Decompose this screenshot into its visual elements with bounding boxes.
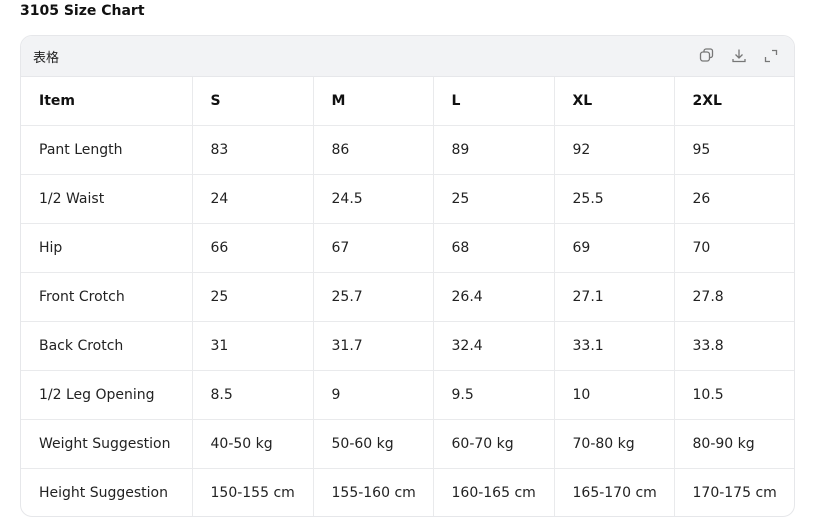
table-cell: 25.5 bbox=[554, 174, 675, 224]
table-cell: 170-175 cm bbox=[692, 485, 777, 501]
table-cell: 25 bbox=[192, 272, 314, 322]
table-cell: 26 bbox=[674, 174, 794, 224]
table-cell: 69 bbox=[554, 223, 675, 273]
table-cell: 160-165 cm bbox=[433, 468, 555, 516]
table-row: 1/2 Leg Opening 8.5 9 9.5 10 10.5 bbox=[21, 370, 794, 420]
table-row: Height Suggestion 150-155 cm 155-160 cm 160… bbox=[21, 468, 794, 516]
header-cell: S bbox=[192, 77, 314, 126]
table-cell: 31.7 bbox=[313, 321, 434, 371]
table-cell: 1/2 Waist bbox=[21, 174, 193, 224]
table-cell: 25 bbox=[433, 174, 555, 224]
header-row: Item S M L XL 2XL bbox=[21, 77, 794, 126]
table-cell: 86 bbox=[313, 125, 434, 175]
table-cell: 95 bbox=[674, 125, 794, 175]
table-row: Back Crotch 31 31.7 32.4 33.1 33.8 bbox=[21, 321, 794, 371]
table-cell: 66 bbox=[192, 223, 314, 273]
header-cell: L bbox=[433, 77, 555, 126]
table-cell: 83 bbox=[192, 125, 314, 175]
table-cell: 1/2 Leg Opening bbox=[21, 370, 193, 420]
table-cell: 80-90 kg bbox=[674, 419, 794, 469]
table-cell: 26.4 bbox=[433, 272, 555, 322]
table-cell: Height Suggestion bbox=[21, 468, 193, 516]
table-cell: 10 bbox=[554, 370, 675, 420]
table-cell: 33.8 bbox=[674, 321, 794, 371]
table-cell: 24.5 bbox=[313, 174, 434, 224]
size-table: Item S M L XL 2XL Pant Length 83 86 89 92 95 1/2 Wai… bbox=[21, 77, 794, 516]
table-cell: Back Crotch bbox=[21, 321, 193, 371]
header-cell: 2XL bbox=[674, 77, 794, 126]
table-row: Hip 66 67 68 69 70 bbox=[21, 223, 794, 273]
table-cell: 27.1 bbox=[554, 272, 675, 322]
table-cell: 60-70 kg bbox=[433, 419, 555, 469]
table-row: Front Crotch 25 25.7 26.4 27.1 27.8 bbox=[21, 272, 794, 322]
table-cell: 32.4 bbox=[433, 321, 555, 371]
table-cell: 9.5 bbox=[433, 370, 555, 420]
table-cell: 67 bbox=[313, 223, 434, 273]
table-cell: 165-170 cm bbox=[554, 468, 675, 516]
table-cell: 10.5 bbox=[674, 370, 794, 420]
table-row: 1/2 Waist 24 24.5 25 25.5 26 bbox=[21, 174, 794, 224]
page-title: 3105 Size Chart bbox=[20, 3, 145, 19]
table-label: 表格 bbox=[33, 50, 60, 66]
table-card: 表格 Item S M L XL 2XL Pant Length 83 86 89 92 95 1/2 … bbox=[20, 35, 795, 517]
header-cell: M bbox=[313, 77, 434, 126]
table-cell: 70-80 kg bbox=[554, 419, 675, 469]
table-toolbar: 表格 bbox=[21, 36, 794, 77]
copy-icon[interactable] bbox=[698, 47, 716, 65]
table-cell: 89 bbox=[433, 125, 555, 175]
table-cell: 24 bbox=[192, 174, 314, 224]
table-cell: 27.8 bbox=[674, 272, 794, 322]
table-cell: 33.1 bbox=[554, 321, 675, 371]
table-cell: Front Crotch bbox=[21, 272, 193, 322]
header-cell: Item bbox=[21, 77, 193, 126]
table-cell: 150-155 cm bbox=[192, 468, 314, 516]
expand-icon[interactable] bbox=[762, 47, 780, 65]
table-cell: 9 bbox=[313, 370, 434, 420]
table-cell: Pant Length bbox=[21, 125, 193, 175]
table-cell: 70 bbox=[674, 223, 794, 273]
table-cell: 92 bbox=[554, 125, 675, 175]
table-row: Weight Suggestion 40-50 kg 50-60 kg 60-70 k… bbox=[21, 419, 794, 469]
table-cell: 50-60 kg bbox=[313, 419, 434, 469]
table-row: Pant Length 83 86 89 92 95 bbox=[21, 125, 794, 175]
table-cell: 155-160 cm bbox=[313, 468, 434, 516]
table-cell: 40-50 kg bbox=[192, 419, 314, 469]
table-cell: Weight Suggestion bbox=[21, 419, 193, 469]
table-cell: Hip bbox=[21, 223, 193, 273]
table-cell: 25.7 bbox=[313, 272, 434, 322]
table-cell: 31 bbox=[192, 321, 314, 371]
download-icon[interactable] bbox=[730, 47, 748, 65]
table-cell: 8.5 bbox=[192, 370, 314, 420]
header-cell: XL bbox=[554, 77, 675, 126]
table-cell: 68 bbox=[433, 223, 555, 273]
